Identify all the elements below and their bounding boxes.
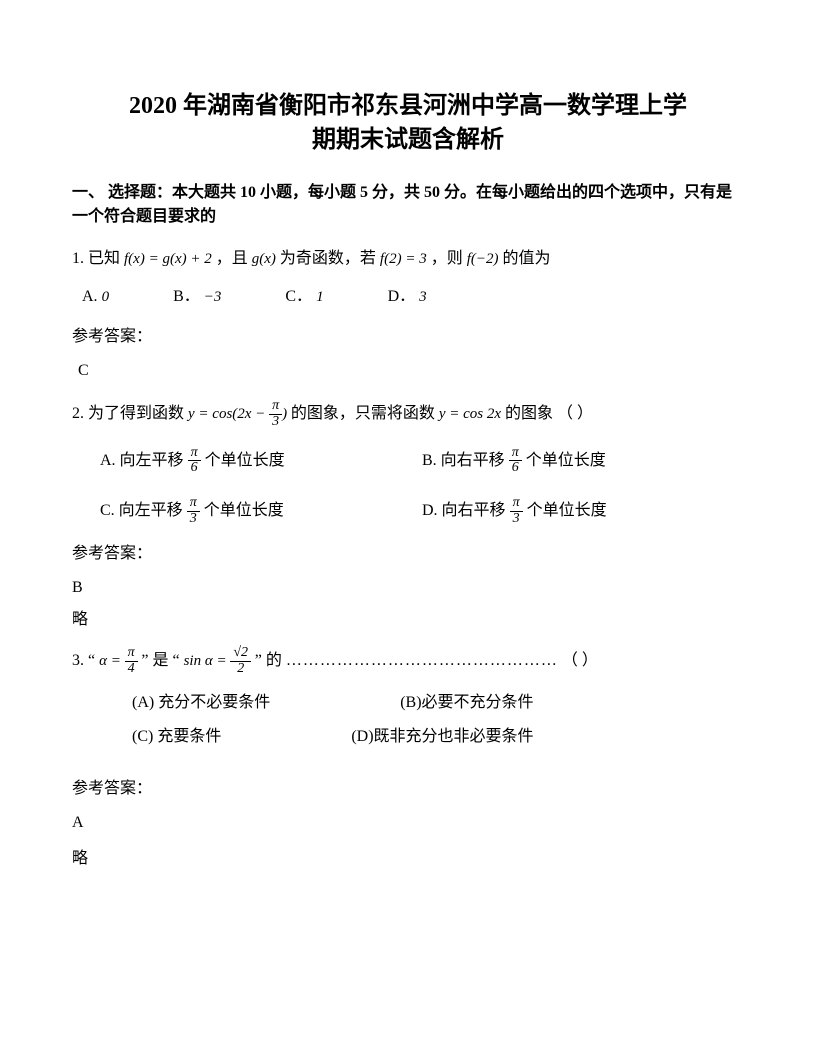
- q3-lhs-var: α =: [99, 653, 125, 669]
- q2-answer: B: [72, 576, 744, 600]
- q2-option-a: A. 向左平移 π6 个单位长度: [100, 446, 422, 476]
- q1-option-b: B． −3: [173, 285, 221, 309]
- q2-optC-den: 3: [187, 512, 200, 527]
- q3-note: 略: [72, 847, 744, 871]
- q2-expr1-pre: y = cos(2x −: [188, 406, 269, 422]
- q2-option-d: D. 向右平移 π3 个单位长度: [422, 496, 744, 526]
- q1-optD-val: 3: [419, 289, 427, 305]
- q2-optC-num: π: [187, 496, 200, 512]
- q1-optC-label: C．: [285, 288, 312, 305]
- q3-mid-2: ” 的: [255, 652, 282, 669]
- q3-rhs-num: √2: [230, 646, 251, 662]
- q3-option-a: (A) 充分不必要条件: [132, 691, 270, 715]
- q1-answer-label: 参考答案：: [72, 325, 744, 349]
- q3-options-row-1: (A) 充分不必要条件 (B)必要不充分条件: [132, 691, 744, 715]
- q2-optD-pre: D. 向右平移: [422, 502, 506, 519]
- q1-expr-1: f(x) = g(x) + 2: [124, 251, 212, 267]
- q2-expr-2: y = cos 2x: [439, 406, 501, 422]
- q3-option-d: (D)既非充分也非必要条件: [351, 725, 533, 749]
- q1-options: A. 0 B． −3 C． 1 D． 3: [82, 285, 744, 309]
- q3-option-c: (C) 充要条件: [132, 725, 221, 749]
- q3-options-row-2: (C) 充要条件 (D)既非充分也非必要条件: [132, 725, 744, 749]
- q3-dots: …………………………………………: [286, 652, 558, 669]
- q2-prefix: 2. 为了得到函数: [72, 405, 184, 422]
- q1-optB-label: B．: [173, 288, 200, 305]
- q2-optD-num: π: [510, 496, 523, 512]
- q2-optB-post: 个单位长度: [526, 451, 606, 468]
- q2-note: 略: [72, 608, 744, 632]
- q1-mid-2: 为奇函数，若: [280, 250, 376, 267]
- q1-option-c: C． 1: [285, 285, 323, 309]
- question-2: 2. 为了得到函数 y = cos(2x − π3) 的图象，只需将函数 y =…: [72, 399, 744, 429]
- q1-option-a: A. 0: [82, 285, 109, 309]
- q1-expr-2: g(x): [252, 251, 276, 267]
- q2-optA-frac: π6: [188, 446, 201, 476]
- q2-option-b: B. 向右平移 π6 个单位长度: [422, 446, 744, 476]
- q2-mid-2: 的图象 （ ）: [505, 405, 593, 422]
- q1-optB-val: −3: [204, 289, 222, 305]
- q1-expr-3: f(2) = 3: [380, 251, 427, 267]
- exam-page: 2020 年湖南省衡阳市祁东县河洲中学高一数学理上学 期期末试题含解析 一、 选…: [0, 0, 816, 911]
- q1-answer: C: [78, 359, 744, 383]
- question-3: 3. “ α = π4 ” 是 “ sin α = √22 ” 的 …………………: [72, 646, 744, 676]
- q2-optC-frac: π3: [187, 496, 200, 526]
- q1-prefix: 1. 已知: [72, 250, 120, 267]
- page-title: 2020 年湖南省衡阳市祁东县河洲中学高一数学理上学 期期末试题含解析: [72, 90, 744, 157]
- q3-paren: （ ）: [562, 652, 598, 669]
- question-1: 1. 已知 f(x) = g(x) + 2 ，且 g(x) 为奇函数，若 f(2…: [72, 247, 744, 271]
- q2-expr1-den: 3: [269, 415, 282, 430]
- section-1-heading: 一、 选择题：本大题共 10 小题，每小题 5 分，共 50 分。在每小题给出的…: [72, 181, 744, 229]
- q1-suffix: 的值为: [503, 250, 551, 267]
- q2-expr1-num: π: [269, 399, 282, 415]
- q2-optD-post: 个单位长度: [527, 502, 607, 519]
- q3-prefix: 3. “: [72, 652, 95, 669]
- q2-answer-label: 参考答案：: [72, 542, 744, 566]
- q2-optB-pre: B. 向右平移: [422, 451, 505, 468]
- q2-option-c: C. 向左平移 π3 个单位长度: [100, 496, 422, 526]
- q2-optA-pre: A. 向左平移: [100, 451, 184, 468]
- q2-optC-pre: C. 向左平移: [100, 502, 183, 519]
- q1-optA-label: A.: [82, 288, 98, 305]
- q2-expr1-frac: π3: [269, 399, 282, 429]
- q3-lhs-num: π: [125, 646, 138, 662]
- q1-option-d: D． 3: [388, 285, 427, 309]
- q2-optA-den: 6: [188, 461, 201, 476]
- q3-lhs: α = π4: [99, 653, 141, 669]
- title-line-2: 期期末试题含解析: [312, 127, 504, 153]
- q3-rhs-frac: √22: [230, 646, 251, 676]
- q1-optD-label: D．: [388, 288, 416, 305]
- q3-rhs: sin α = √22: [184, 653, 255, 669]
- q3-option-b: (B)必要不充分条件: [400, 691, 533, 715]
- q2-options: A. 向左平移 π6 个单位长度 B. 向右平移 π6 个单位长度 C. 向左平…: [100, 446, 744, 527]
- q2-optA-post: 个单位长度: [205, 451, 285, 468]
- q2-mid-1: 的图象，只需将函数: [291, 405, 435, 422]
- q2-optA-num: π: [188, 446, 201, 462]
- q1-mid-3: ，则: [431, 250, 463, 267]
- q3-rhs-den: 2: [230, 662, 251, 677]
- q2-optB-den: 6: [509, 461, 522, 476]
- q3-answer-label: 参考答案：: [72, 777, 744, 801]
- title-line-1: 2020 年湖南省衡阳市祁东县河洲中学高一数学理上学: [129, 93, 687, 119]
- q3-rhs-lhs: sin α =: [184, 653, 231, 669]
- q1-mid-1: ，且: [216, 250, 248, 267]
- q2-optD-den: 3: [510, 512, 523, 527]
- q3-lhs-frac: π4: [125, 646, 138, 676]
- q1-expr-4: f(−2): [467, 251, 499, 267]
- q2-optD-frac: π3: [510, 496, 523, 526]
- q1-optC-val: 1: [316, 289, 324, 305]
- q2-optB-frac: π6: [509, 446, 522, 476]
- q3-answer: A: [72, 811, 744, 835]
- q2-optC-post: 个单位长度: [204, 502, 284, 519]
- q3-mid-1: ” 是 “: [141, 652, 179, 669]
- q2-optB-num: π: [509, 446, 522, 462]
- q1-optA-val: 0: [102, 289, 110, 305]
- q2-expr-1: y = cos(2x − π3): [188, 406, 291, 422]
- q3-lhs-den: 4: [125, 662, 138, 677]
- q2-expr1-post: ): [282, 406, 287, 422]
